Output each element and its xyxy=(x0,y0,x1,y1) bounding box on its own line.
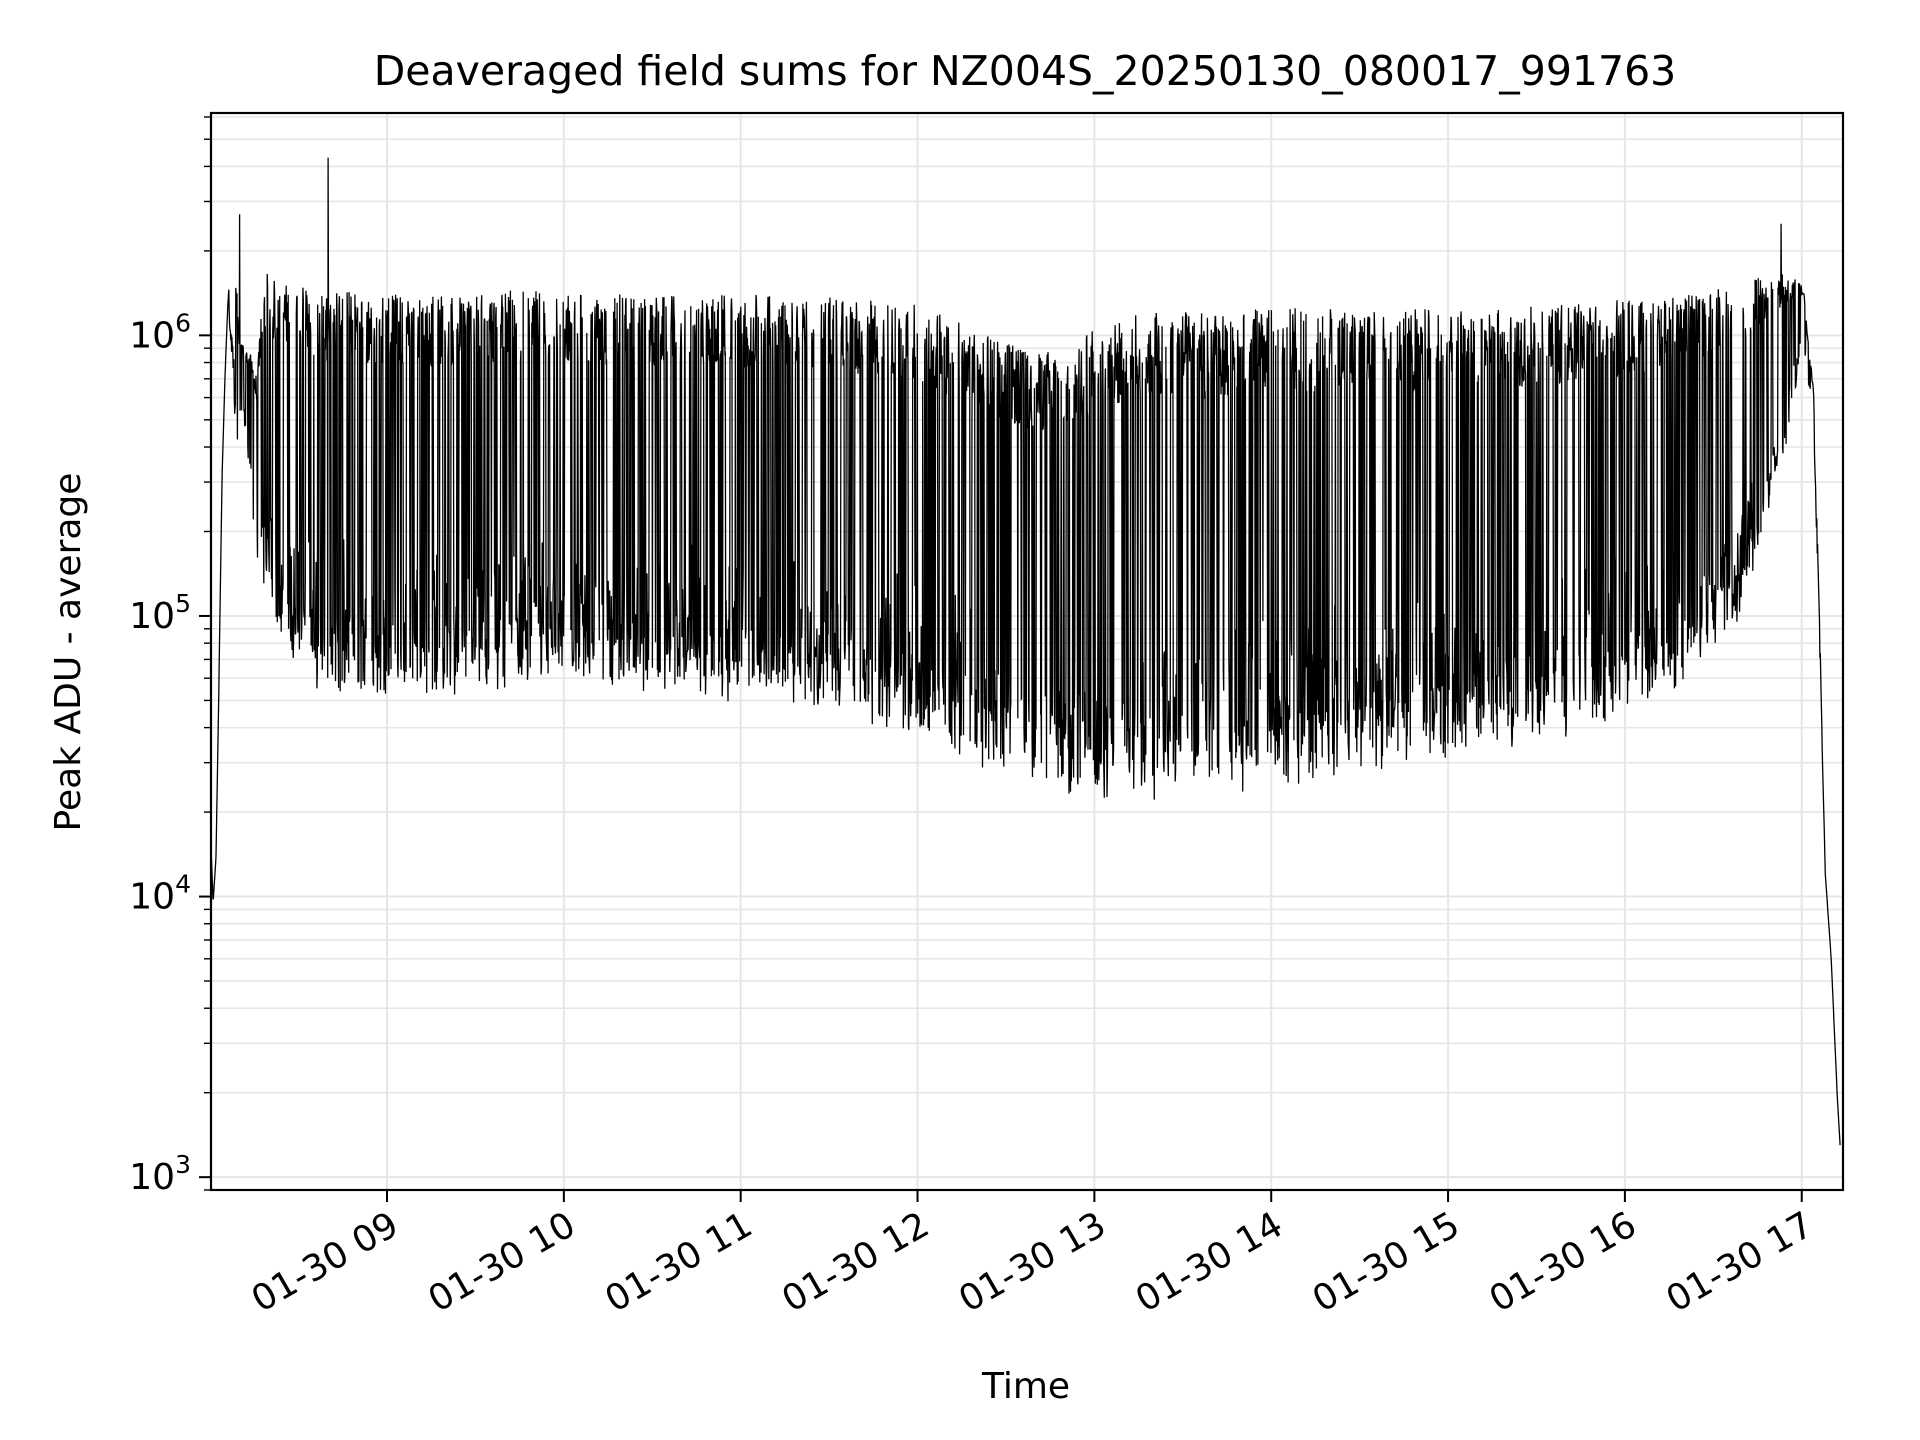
y-tick-label-2: 105 xyxy=(129,589,191,637)
series-path xyxy=(210,157,1841,1146)
series-line xyxy=(210,157,1841,1146)
chart-title: Deaveraged field sums for NZ004S_2025013… xyxy=(374,47,1677,95)
y-axis: 103 104 105 106 xyxy=(129,116,211,1198)
x-axis-label: Time xyxy=(981,1366,1070,1407)
plot-frame xyxy=(209,111,1845,1192)
y-tick-label-0: 103 xyxy=(129,1150,191,1198)
y-axis-label: Peak ADU - average xyxy=(48,473,89,832)
y-tick-label-3: 106 xyxy=(129,308,191,356)
y-tick-label-1: 104 xyxy=(129,870,191,918)
